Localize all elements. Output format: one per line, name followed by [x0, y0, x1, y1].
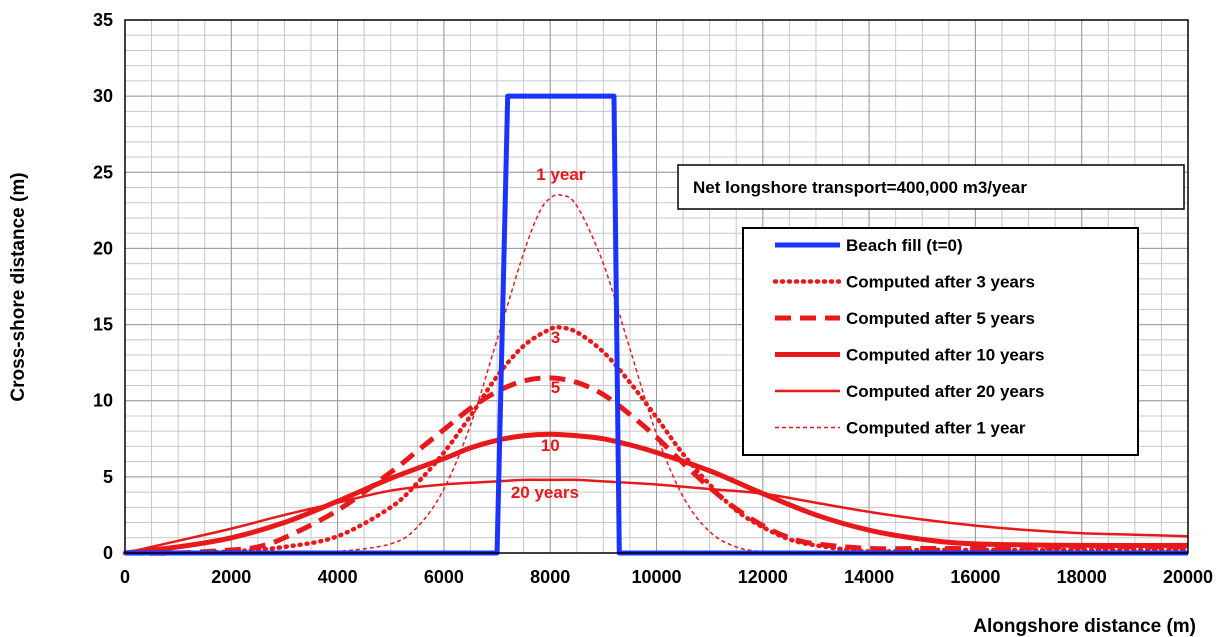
legend-label: Computed after 5 years: [846, 309, 1035, 328]
curve-annotation: 1 year: [536, 165, 586, 184]
series-line-5: [124, 193, 1189, 554]
y-tick-label: 10: [93, 391, 113, 411]
curve-annotation: 3: [551, 328, 560, 347]
legend-label: Beach fill (t=0): [846, 236, 963, 255]
plot-frame: [124, 19, 1189, 554]
y-tick-label: 30: [93, 86, 113, 106]
x-tick-label: 18000: [1057, 567, 1107, 587]
series-line-2: [124, 375, 1189, 556]
x-tick-label: 20000: [1163, 567, 1213, 587]
legend-label: Computed after 20 years: [846, 382, 1044, 401]
x-tick-label: 2000: [211, 567, 251, 587]
x-tick-label: 10000: [631, 567, 681, 587]
transport-note: Net longshore transport=400,000 m3/year: [677, 164, 1185, 210]
curve-annotations: 1 year 3 5 10 20 years: [511, 165, 586, 502]
x-tick-label: 0: [120, 567, 130, 587]
legend: Beach fill (t=0) Computed after 3 years Co…: [742, 227, 1139, 456]
axes: [124, 19, 1189, 554]
y-tick-label: 35: [93, 10, 113, 30]
x-tick-label: 8000: [530, 567, 570, 587]
note-frame: [677, 164, 1185, 210]
y-tick-labels: 0 5 10 15 20 25 30 35: [93, 10, 113, 563]
legend-frame: [742, 227, 1139, 456]
y-tick-label: 20: [93, 238, 113, 258]
legend-label: Computed after 3 years: [846, 273, 1035, 292]
curve-annotation: 5: [551, 378, 560, 397]
curve-annotation: 20 years: [511, 483, 579, 502]
y-axis-title: Cross-shore distance (m): [8, 172, 29, 401]
x-axis-title: Alongshore distance (m): [973, 616, 1196, 637]
curve-annotation: 10: [541, 436, 560, 455]
x-tick-label: 6000: [424, 567, 464, 587]
x-tick-labels: 0 2000 4000 6000 8000 10000 12000 14000 16000 180…: [120, 567, 1213, 587]
note-text: Net longshore transport=400,000 m3/year: [693, 178, 1027, 197]
x-tick-label: 14000: [844, 567, 894, 587]
y-tick-label: 25: [93, 162, 113, 182]
legend-label: Computed after 1 year: [846, 419, 1026, 438]
y-tick-label: 15: [93, 315, 113, 335]
y-tick-label: 5: [103, 467, 113, 487]
x-tick-label: 12000: [738, 567, 788, 587]
y-tick-label: 0: [103, 543, 113, 563]
x-tick-label: 4000: [318, 567, 358, 587]
series-line-4: [124, 478, 1189, 555]
x-tick-label: 16000: [950, 567, 1000, 587]
legend-label: Computed after 10 years: [846, 346, 1044, 365]
